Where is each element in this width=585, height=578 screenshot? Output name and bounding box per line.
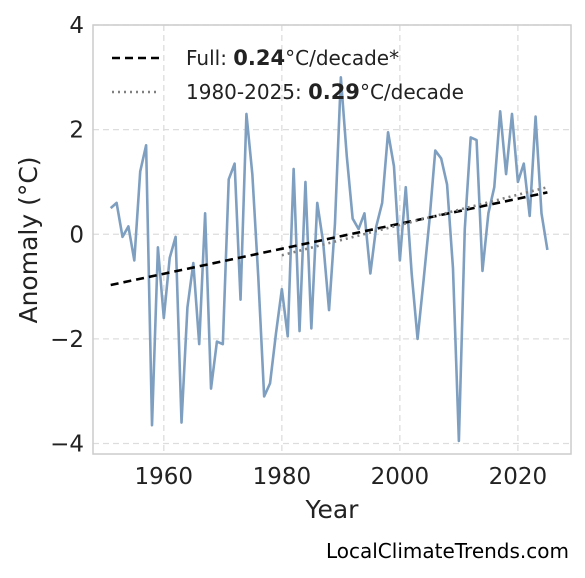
y-tick-label: 0 xyxy=(69,222,84,248)
y-tick-label: −4 xyxy=(50,432,84,458)
y-axis-ticks: −4 −2 0 2 4 xyxy=(50,13,84,458)
plot-frame xyxy=(92,24,572,455)
legend-rate-full: 0.24 xyxy=(233,46,285,70)
legend: Full: 0.24°C/decade* 1980-2025: 0.29°C/d… xyxy=(112,46,464,104)
grid-lines xyxy=(93,24,571,454)
x-tick-label: 1980 xyxy=(253,464,312,490)
source-watermark: LocalClimateTrends.com xyxy=(326,539,569,563)
y-tick-label: 2 xyxy=(69,118,84,144)
x-tick-label: 1960 xyxy=(135,464,194,490)
series-layer xyxy=(109,76,549,443)
legend-prefix-recent: 1980-2025: xyxy=(186,80,308,104)
x-tick-label: 2000 xyxy=(371,464,430,490)
y-tick-label: 4 xyxy=(69,13,84,39)
legend-rate-recent: 0.29 xyxy=(308,80,360,104)
x-axis-ticks: 1960 1980 2000 2020 xyxy=(135,464,548,490)
recent-trend-line xyxy=(281,185,548,257)
legend-label-full-trend: Full: 0.24°C/decade* xyxy=(186,46,399,70)
y-axis-label: Anomaly (°C) xyxy=(14,156,43,323)
y-tick-label: −2 xyxy=(50,327,84,353)
x-tick-label: 2020 xyxy=(489,464,548,490)
legend-suffix-recent: °C/decade xyxy=(360,80,464,104)
legend-label-recent-trend: 1980-2025: 0.29°C/decade xyxy=(186,80,464,104)
x-axis-label: Year xyxy=(305,495,360,524)
legend-prefix-full: Full: xyxy=(186,46,233,70)
anomaly-series-line xyxy=(109,76,549,443)
full-trend-line xyxy=(110,191,548,287)
legend-suffix-full: °C/decade* xyxy=(285,46,399,70)
